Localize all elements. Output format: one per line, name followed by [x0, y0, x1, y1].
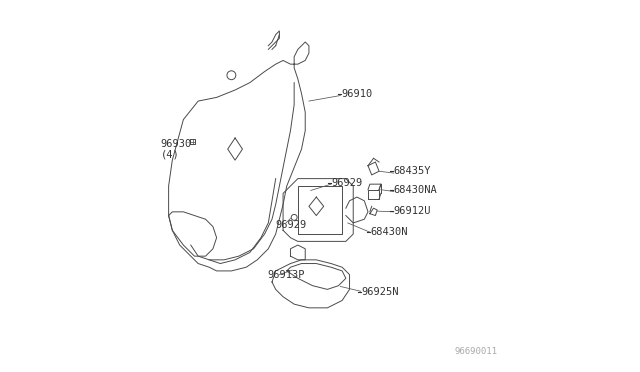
- Text: 96929: 96929: [332, 178, 363, 188]
- Text: 96910: 96910: [341, 89, 372, 99]
- Text: 96690011: 96690011: [454, 347, 497, 356]
- Text: 68435Y: 68435Y: [394, 166, 431, 176]
- Text: (4): (4): [161, 150, 179, 160]
- Text: 68430NA: 68430NA: [394, 185, 438, 195]
- Text: 68430N: 68430N: [371, 227, 408, 237]
- Text: 96912U: 96912U: [394, 206, 431, 216]
- Text: 96925N: 96925N: [362, 286, 399, 296]
- Text: 96913P: 96913P: [268, 270, 305, 280]
- Text: 96930: 96930: [161, 138, 192, 148]
- Text: 96929: 96929: [276, 220, 307, 230]
